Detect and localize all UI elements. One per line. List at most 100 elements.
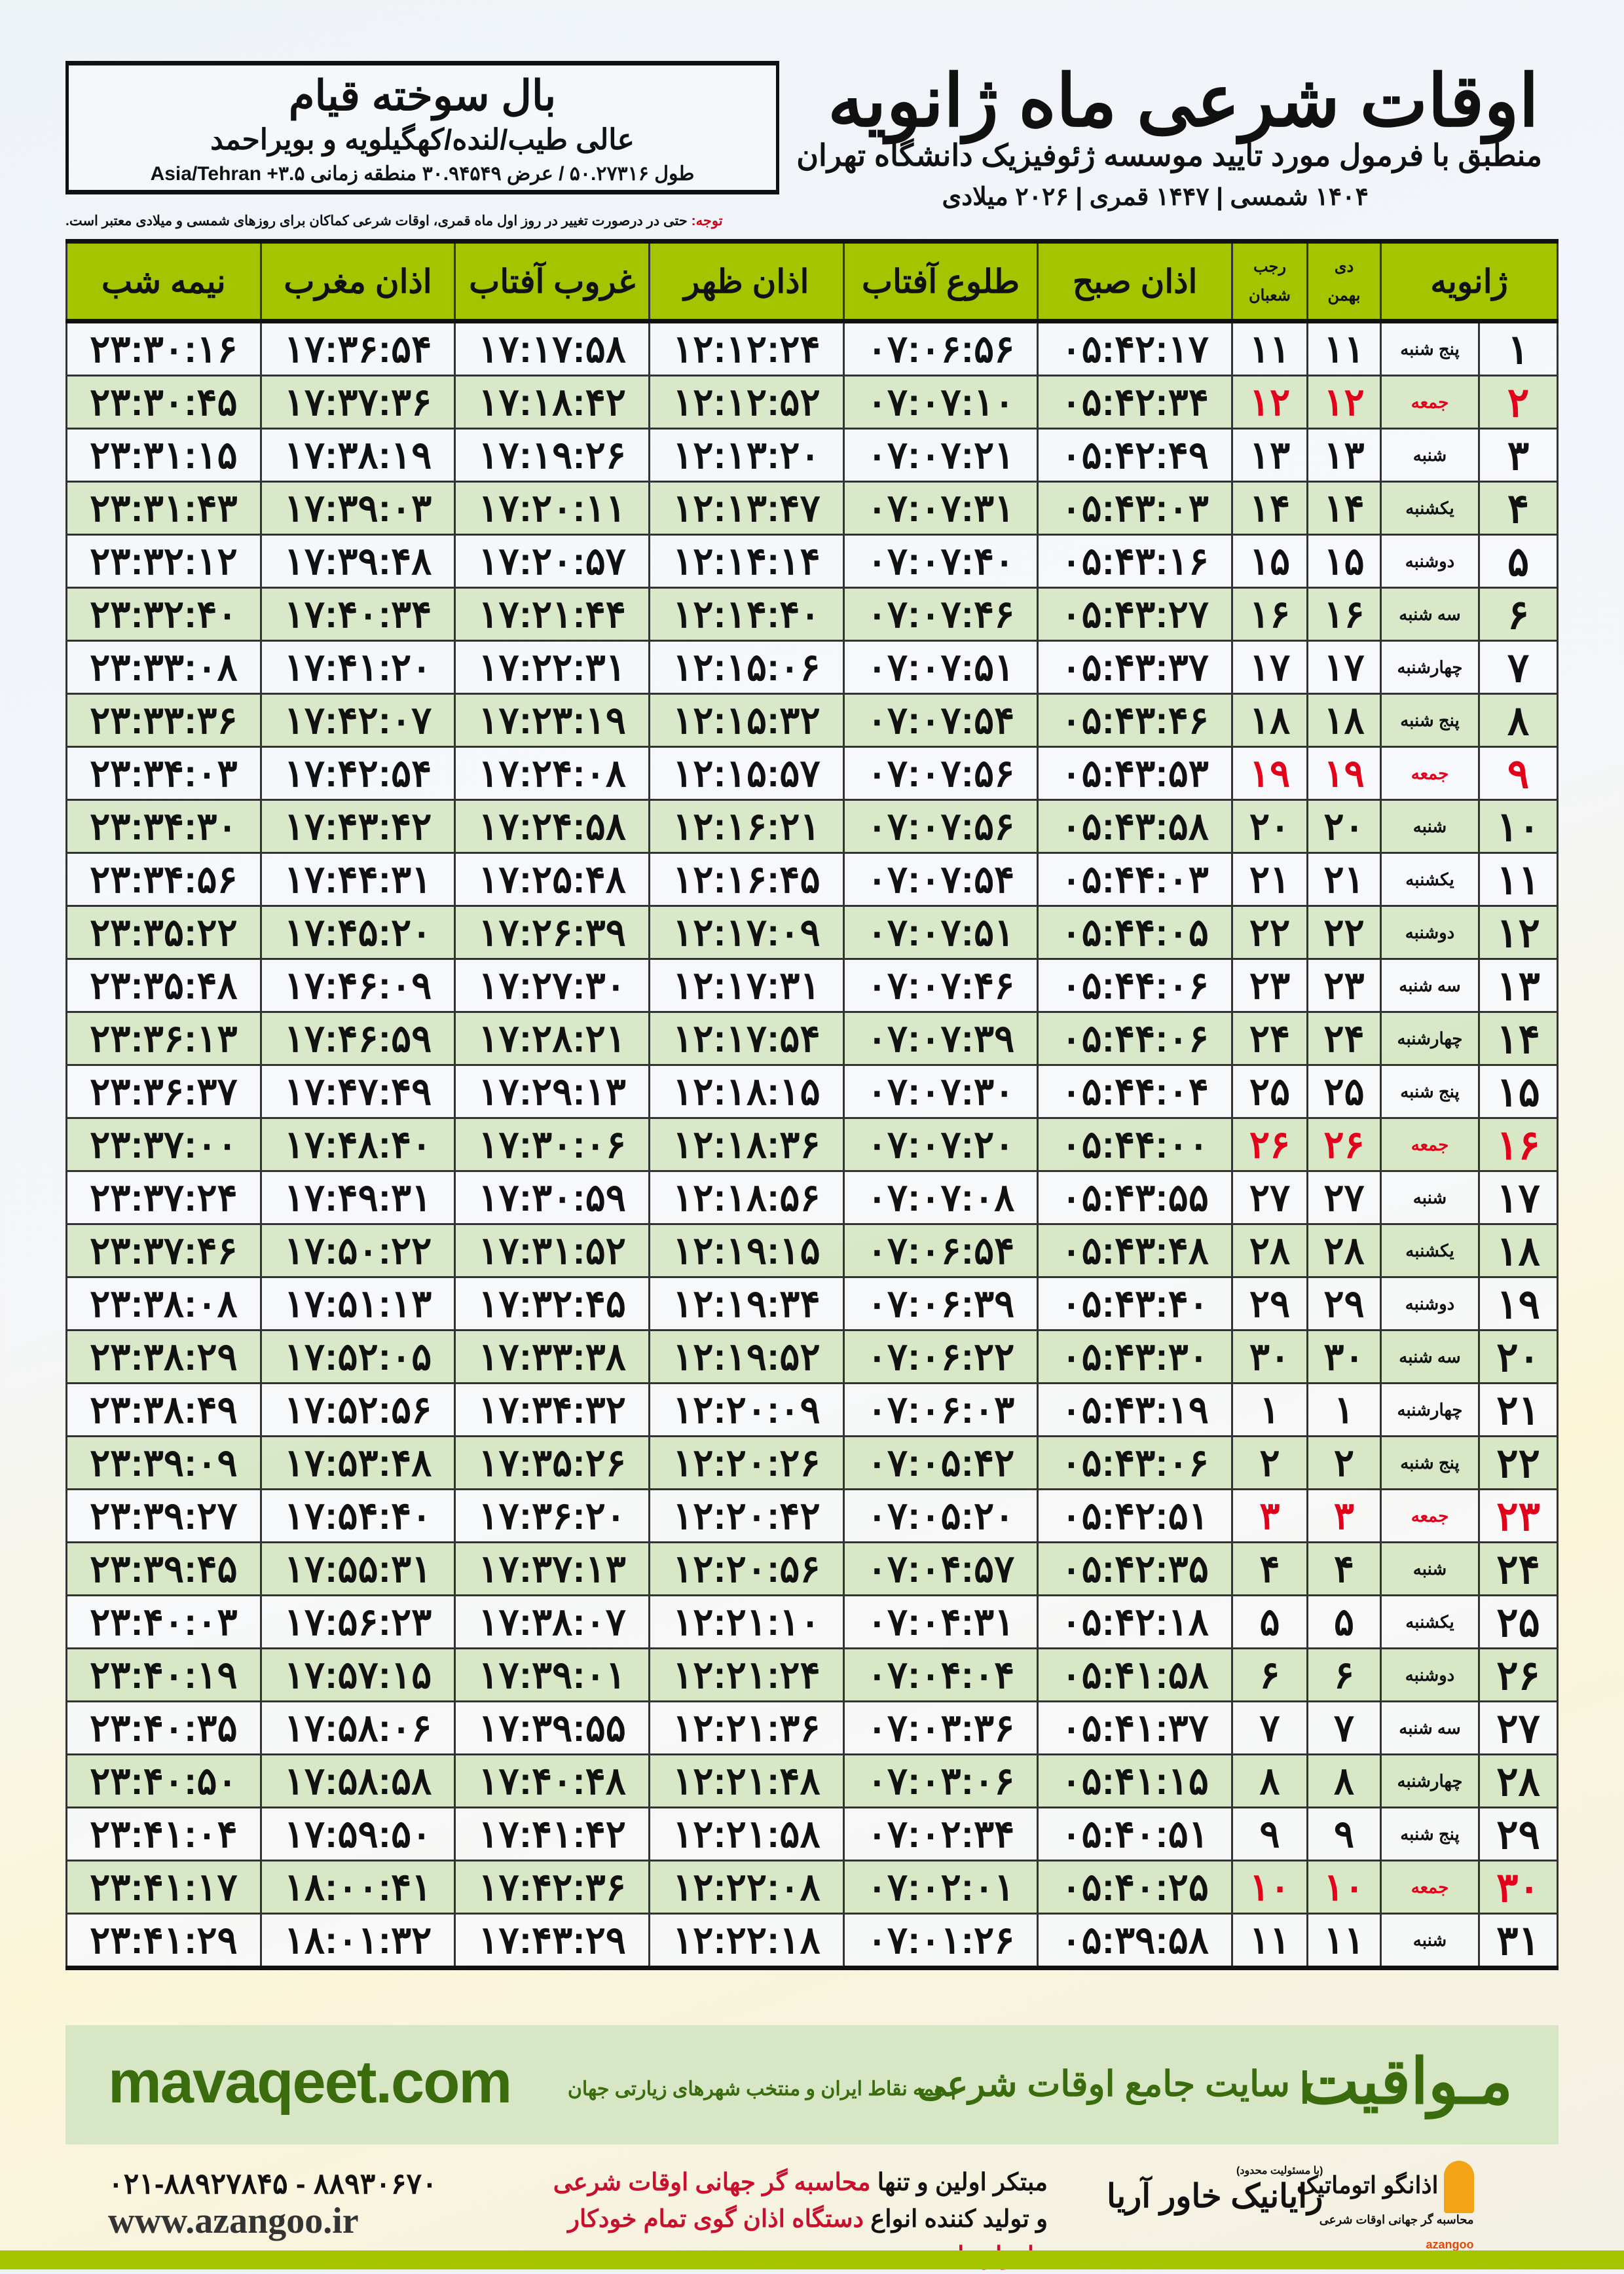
cell-maghrib: ۱۷:۵۸:۵۸ <box>259 1753 456 1808</box>
cell-fajr: ۰۵:۴۲:۱۸ <box>1037 1594 1233 1649</box>
cell-maghrib: ۱۷:۵۲:۰۵ <box>259 1329 456 1384</box>
cell-day: ۹ <box>1478 746 1559 801</box>
cell-weekday: چهارشنبه <box>1379 1011 1481 1066</box>
cell-fajr: ۰۵:۴۱:۱۵ <box>1037 1753 1233 1808</box>
cell-shamsi-day: ۳ <box>1306 1488 1382 1543</box>
cell-sunset: ۱۷:۲۸:۲۱ <box>454 1011 651 1066</box>
promo-tagline-sub: | همه نقاط ایران و منتخب شهرهای زیارتی ج… <box>567 2078 956 2100</box>
cell-weekday: پنج شنبه <box>1379 693 1481 748</box>
cell-shamsi-day: ۱۴ <box>1306 481 1382 536</box>
cell-day: ۳۰ <box>1478 1860 1559 1915</box>
cell-sunrise: ۰۷:۰۶:۳۹ <box>842 1276 1039 1331</box>
cell-maghrib: ۱۷:۵۲:۵۶ <box>259 1382 456 1437</box>
cell-midnight: ۲۳:۳۱:۴۳ <box>65 481 262 536</box>
cell-sunset: ۱۷:۲۴:۰۸ <box>454 746 651 801</box>
cell-qamari-day: ۴ <box>1230 1541 1308 1596</box>
cell-fajr: ۰۵:۴۳:۴۶ <box>1037 693 1233 748</box>
cell-sunset: ۱۷:۳۵:۲۶ <box>454 1435 651 1490</box>
cell-weekday: شنبه <box>1379 1541 1481 1596</box>
cell-weekday: دوشنبه <box>1379 1647 1481 1702</box>
promo-url[interactable]: mavaqeet.com <box>108 2049 512 2116</box>
cell-dhuhr: ۱۲:۲۲:۱۸ <box>648 1913 845 1970</box>
cell-weekday: جمعه <box>1379 1117 1481 1172</box>
cell-midnight: ۲۳:۳۷:۲۴ <box>65 1170 262 1225</box>
cell-qamari-day: ۱۱ <box>1230 320 1308 376</box>
cell-fajr: ۰۵:۴۲:۳۵ <box>1037 1541 1233 1596</box>
cell-weekday: یکشنبه <box>1379 481 1481 536</box>
footer-website[interactable]: www.azangoo.ir <box>108 2201 359 2241</box>
cell-day: ۱ <box>1478 320 1559 376</box>
cell-sunrise: ۰۷:۰۲:۳۴ <box>842 1806 1039 1861</box>
cell-fajr: ۰۵:۴۰:۲۵ <box>1037 1860 1233 1915</box>
cell-maghrib: ۱۷:۵۵:۳۱ <box>259 1541 456 1596</box>
cell-day: ۷ <box>1478 640 1559 695</box>
cell-shamsi-day: ۲۵ <box>1306 1064 1382 1119</box>
page-title: اوقات شرعی ماه ژانویه <box>828 61 1539 141</box>
cell-shamsi-day: ۱۱ <box>1306 320 1382 376</box>
cell-day: ۲۶ <box>1478 1647 1559 1702</box>
cell-sunset: ۱۷:۱۷:۵۸ <box>454 320 651 376</box>
note-label: توجه: <box>691 213 723 229</box>
cell-sunrise: ۰۷:۰۷:۰۸ <box>842 1170 1039 1225</box>
cell-maghrib: ۱۷:۵۷:۱۵ <box>259 1647 456 1702</box>
cell-maghrib: ۱۷:۴۰:۳۴ <box>259 587 456 642</box>
table-row: ۸ پنج شنبه ۱۸ ۱۸ ۰۵:۴۳:۴۶ ۰۷:۰۷:۵۴ ۱۲:۱۵:۳۲ ۱۷:… <box>65 693 1559 748</box>
cell-dhuhr: ۱۲:۲۲:۰۸ <box>648 1860 845 1915</box>
cell-sunset: ۱۷:۳۶:۲۰ <box>454 1488 651 1543</box>
cell-shamsi-day: ۲۷ <box>1306 1170 1382 1225</box>
cell-midnight: ۲۳:۴۰:۵۰ <box>65 1753 262 1808</box>
table-row: ۳۱ شنبه ۱۱ ۱۱ ۰۵:۳۹:۵۸ ۰۷:۰۱:۲۶ ۱۲:۲۲:۱۸ ۱۷:۴۳:… <box>65 1913 1559 1970</box>
claim-line-1: مبتکر اولین و تنها <box>870 2169 1048 2195</box>
cell-day: ۲۳ <box>1478 1488 1559 1543</box>
cell-maghrib: ۱۷:۴۶:۰۹ <box>259 958 456 1013</box>
cell-fajr: ۰۵:۴۳:۵۸ <box>1037 799 1233 854</box>
table-row: ۶ سه شنبه ۱۶ ۱۶ ۰۵:۴۳:۲۷ ۰۷:۰۷:۴۶ ۱۲:۱۴:۴۰ ۱۷:۲… <box>65 587 1559 642</box>
cell-sunrise: ۰۷:۰۴:۰۴ <box>842 1647 1039 1702</box>
cell-dhuhr: ۱۲:۱۶:۲۱ <box>648 799 845 854</box>
cell-sunrise: ۰۷:۰۷:۵۱ <box>842 640 1039 695</box>
header-shamsi-bottom: بهمن <box>1327 286 1361 304</box>
cell-qamari-day: ۲۲ <box>1230 905 1308 960</box>
cell-sunset: ۱۷:۳۲:۴۵ <box>454 1276 651 1331</box>
cell-maghrib: ۱۷:۴۴:۳۱ <box>259 852 456 907</box>
table-row: ۲۲ پنج شنبه ۲ ۲ ۰۵:۴۳:۰۶ ۰۷:۰۵:۴۲ ۱۲:۲۰:۲۶ ۱۷:۳… <box>65 1435 1559 1490</box>
cell-midnight: ۲۳:۳۴:۵۶ <box>65 852 262 907</box>
cell-dhuhr: ۱۲:۲۱:۱۰ <box>648 1594 845 1649</box>
table-row: ۲۶ دوشنبه ۶ ۶ ۰۵:۴۱:۵۸ ۰۷:۰۴:۰۴ ۱۲:۲۱:۲۴ ۱۷:۳۹:… <box>65 1647 1559 1702</box>
cell-day: ۱۷ <box>1478 1170 1559 1225</box>
table-row: ۵ دوشنبه ۱۵ ۱۵ ۰۵:۴۳:۱۶ ۰۷:۰۷:۴۰ ۱۲:۱۴:۱۴ ۱۷:۲۰… <box>65 534 1559 589</box>
header-shamsi: دی بهمن <box>1306 239 1382 323</box>
cell-maghrib: ۱۸:۰۰:۴۱ <box>259 1860 456 1915</box>
cell-weekday: یکشنبه <box>1379 852 1481 907</box>
cell-midnight: ۲۳:۳۸:۰۸ <box>65 1276 262 1331</box>
cell-fajr: ۰۵:۴۳:۳۷ <box>1037 640 1233 695</box>
cell-qamari-day: ۱۰ <box>1230 1860 1308 1915</box>
cell-sunrise: ۰۷:۰۱:۲۶ <box>842 1913 1039 1970</box>
cell-maghrib: ۱۷:۴۷:۴۹ <box>259 1064 456 1119</box>
cell-midnight: ۲۳:۳۸:۴۹ <box>65 1382 262 1437</box>
table-row: ۱۶ جمعه ۲۶ ۲۶ ۰۵:۴۴:۰۰ ۰۷:۰۷:۲۰ ۱۲:۱۸:۳۶ ۱۷:۳۰:… <box>65 1117 1559 1172</box>
cell-shamsi-day: ۱۸ <box>1306 693 1382 748</box>
cell-sunset: ۱۷:۴۲:۳۶ <box>454 1860 651 1915</box>
azangoo-latin: azangoo <box>1426 2238 1474 2251</box>
cell-dhuhr: ۱۲:۱۷:۵۴ <box>648 1011 845 1066</box>
cell-dhuhr: ۱۲:۱۳:۴۷ <box>648 481 845 536</box>
cell-shamsi-day: ۲۸ <box>1306 1223 1382 1278</box>
cell-qamari-day: ۲۱ <box>1230 852 1308 907</box>
cell-dhuhr: ۱۲:۱۸:۳۶ <box>648 1117 845 1172</box>
cell-maghrib: ۱۷:۳۹:۴۸ <box>259 534 456 589</box>
cell-qamari-day: ۲ <box>1230 1435 1308 1490</box>
cell-midnight: ۲۳:۳۲:۱۲ <box>65 534 262 589</box>
cell-qamari-day: ۷ <box>1230 1700 1308 1755</box>
cell-shamsi-day: ۱۰ <box>1306 1860 1382 1915</box>
cell-weekday: دوشنبه <box>1379 905 1481 960</box>
promo-tagline: | سایت جامع اوقات شرعی <box>917 2064 1310 2104</box>
cell-midnight: ۲۳:۳۵:۴۸ <box>65 958 262 1013</box>
header-qamari-top: رجب <box>1253 257 1286 276</box>
cell-midnight: ۲۳:۳۹:۲۷ <box>65 1488 262 1543</box>
cell-day: ۳ <box>1478 428 1559 483</box>
cell-qamari-day: ۱۶ <box>1230 587 1308 642</box>
cell-maghrib: ۱۷:۳۶:۵۴ <box>259 320 456 376</box>
cell-shamsi-day: ۲۲ <box>1306 905 1382 960</box>
rayanik-name: رایانیک خاور آریا <box>1107 2178 1323 2214</box>
